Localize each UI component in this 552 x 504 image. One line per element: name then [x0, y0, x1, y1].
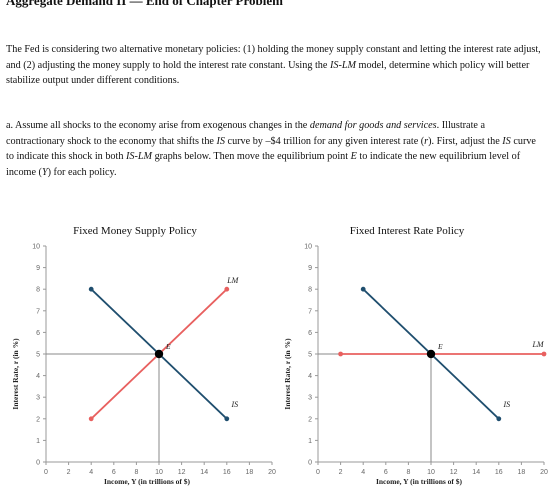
- y-tick-label: 0: [308, 460, 312, 467]
- x-tick-label: 4: [361, 469, 365, 476]
- part-a-text: curve by –$4 trillion for any given inte…: [225, 135, 425, 147]
- y-axis-label: Interest Rate, r (in %): [283, 338, 292, 410]
- x-tick-label: 0: [316, 469, 320, 476]
- part-a-text: E: [350, 151, 357, 162]
- part-a-text: curve to indicate this shock in both: [6, 135, 536, 163]
- is-curve-label: IS: [502, 400, 510, 409]
- x-axis-label: Income, Y (in trillions of $): [104, 477, 191, 486]
- x-tick-label: 8: [406, 469, 410, 476]
- is-curve-label: IS: [230, 400, 238, 409]
- is-curve-handle[interactable]: [360, 286, 366, 292]
- x-tick-label: 12: [450, 469, 458, 476]
- chart-title: Fixed Money Supply Policy: [73, 225, 197, 237]
- x-tick-label: 12: [178, 469, 186, 476]
- part-a-text: ). First, adjust the: [428, 135, 503, 147]
- x-tick-label: 2: [339, 469, 343, 476]
- y-tick-label: 2: [36, 416, 40, 423]
- x-axis-label: Income, Y (in trillions of $): [376, 477, 463, 486]
- part-a-text: Y: [41, 166, 48, 178]
- y-tick-label: 8: [36, 287, 40, 294]
- intro-text-3: model, determine which policy will bette…: [6, 59, 530, 87]
- x-tick-label: 10: [155, 469, 163, 476]
- is-curve-handle[interactable]: [88, 286, 94, 292]
- y-tick-label: 4: [36, 373, 40, 380]
- y-tick-label: 7: [36, 308, 40, 315]
- part-a-paragraph: a. Assume all shocks to the economy aris…: [6, 118, 546, 180]
- y-tick-label: 3: [36, 395, 40, 402]
- lm-curve-handle[interactable]: [338, 351, 343, 357]
- intro-paragraph: The Fed is considering two alternative m…: [6, 42, 542, 89]
- x-tick-label: 20: [540, 469, 548, 476]
- part-a-text: . Illustrate a contractionary shock to t…: [6, 120, 485, 147]
- part-a-text: ) for each policy.: [47, 166, 117, 178]
- x-tick-label: 8: [134, 469, 138, 476]
- y-tick-label: 1: [36, 438, 40, 445]
- y-tick-label: 5: [36, 352, 40, 359]
- x-tick-label: 16: [223, 469, 231, 476]
- y-tick-label: 9: [36, 265, 40, 272]
- x-tick-label: 10: [427, 469, 435, 476]
- y-tick-label: 0: [36, 460, 40, 467]
- part-a-text: IS: [216, 135, 226, 147]
- x-tick-label: 18: [518, 469, 526, 476]
- y-tick-label: 4: [308, 373, 312, 380]
- intro-text-2: IS-LM: [329, 59, 356, 71]
- x-tick-label: 14: [200, 469, 208, 476]
- x-tick-label: 4: [89, 469, 93, 476]
- y-tick-label: 6: [308, 330, 312, 337]
- y-tick-label: 7: [308, 308, 312, 315]
- y-tick-label: 6: [36, 330, 40, 337]
- part-a-text: graphs below. Then move the equilibrium …: [152, 151, 351, 162]
- x-tick-label: 6: [112, 469, 116, 476]
- lm-curve-handle[interactable]: [224, 286, 230, 292]
- y-tick-label: 3: [308, 395, 312, 402]
- intro-text-1: The Fed is considering two alternative m…: [6, 44, 541, 71]
- y-tick-label: 5: [308, 352, 312, 359]
- equilibrium-label: E: [437, 342, 443, 351]
- y-tick-label: 10: [32, 244, 40, 251]
- part-a-text: IS: [502, 135, 511, 147]
- lm-curve-handle[interactable]: [541, 351, 547, 357]
- equilibrium-label: E: [165, 342, 171, 351]
- lm-curve-label: LM: [531, 340, 544, 349]
- part-a-text: r: [424, 135, 429, 147]
- equilibrium-point[interactable]: [426, 349, 436, 359]
- x-tick-label: 18: [246, 469, 254, 476]
- is-curve-handle[interactable]: [496, 416, 502, 422]
- lm-curve-label: LM: [226, 276, 239, 285]
- x-tick-label: 16: [495, 469, 503, 476]
- x-tick-label: 0: [44, 469, 48, 476]
- lm-curve-handle[interactable]: [88, 416, 94, 422]
- y-tick-label: 10: [304, 244, 312, 251]
- y-tick-label: 9: [308, 265, 312, 272]
- part-a-text: IS-LM: [125, 151, 153, 162]
- y-tick-label: 8: [308, 287, 312, 294]
- x-tick-label: 20: [268, 469, 276, 476]
- page-title: Aggregate Demand II — End of Chapter Pro…: [6, 0, 283, 8]
- is-curve-handle[interactable]: [224, 416, 230, 422]
- equilibrium-point[interactable]: [154, 349, 164, 359]
- x-tick-label: 14: [472, 469, 480, 476]
- part-a-text: demand for goods and services: [309, 120, 437, 131]
- y-tick-label: 2: [308, 416, 312, 423]
- part-a-text: to indicate the new equilibrium level of…: [6, 151, 521, 178]
- x-tick-label: 6: [384, 469, 388, 476]
- x-tick-label: 2: [67, 469, 71, 476]
- y-axis-label: Interest Rate, r (in %): [11, 338, 20, 410]
- y-tick-label: 1: [308, 438, 312, 445]
- chart-title: Fixed Interest Rate Policy: [350, 225, 465, 237]
- part-a-text: a. Assume all shocks to the economy aris…: [6, 120, 310, 131]
